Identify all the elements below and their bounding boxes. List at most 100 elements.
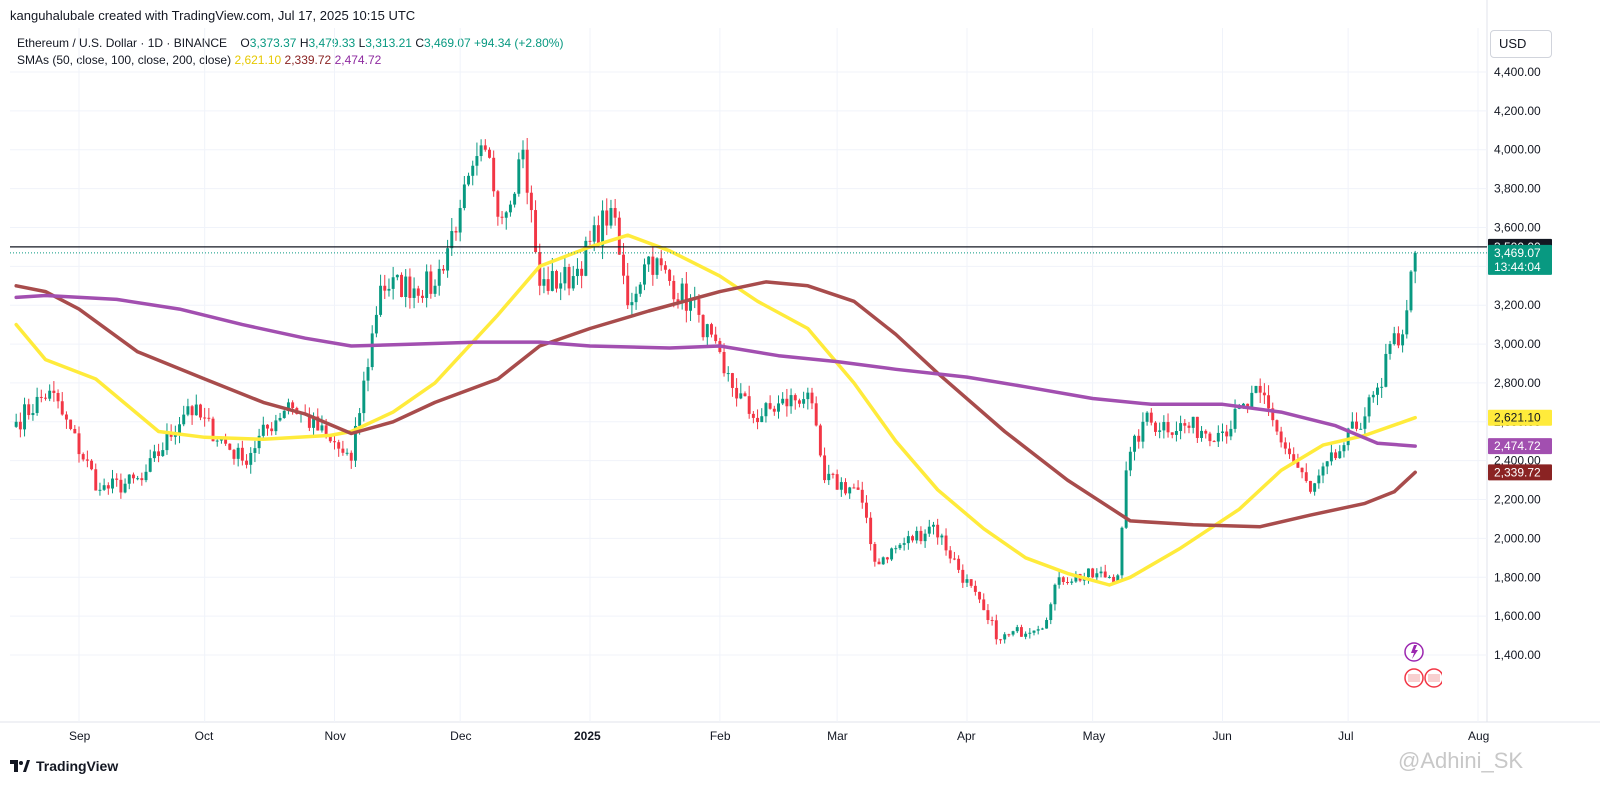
candle-body[interactable] <box>676 299 680 302</box>
candle-body[interactable] <box>990 620 994 622</box>
candle-body[interactable] <box>81 454 85 460</box>
candle-body[interactable] <box>885 557 889 560</box>
candle-body[interactable] <box>1170 432 1174 435</box>
candle-body[interactable] <box>1225 431 1229 437</box>
candle-body[interactable] <box>827 473 831 481</box>
candle-body[interactable] <box>111 478 114 489</box>
candle-body[interactable] <box>655 258 659 275</box>
candle-body[interactable] <box>379 285 383 315</box>
candle-body[interactable] <box>1216 432 1220 442</box>
candle-body[interactable] <box>978 591 982 600</box>
candle-body[interactable] <box>684 283 688 311</box>
sma-line-sma200[interactable] <box>14 293 1417 448</box>
candle-body[interactable] <box>211 418 215 442</box>
candle-body[interactable] <box>1045 620 1049 629</box>
candle-body[interactable] <box>224 438 228 444</box>
candle-body[interactable] <box>1275 420 1279 432</box>
candle-body[interactable] <box>630 302 634 306</box>
candle-body[interactable] <box>1066 581 1069 583</box>
candle-body[interactable] <box>613 208 617 218</box>
candle-body[interactable] <box>785 398 789 407</box>
candle-body[interactable] <box>1187 425 1191 428</box>
candle-body[interactable] <box>739 393 743 399</box>
candle-body[interactable] <box>513 193 517 205</box>
candle-body[interactable] <box>781 398 785 404</box>
candle-body[interactable] <box>1292 454 1296 462</box>
candle-body[interactable] <box>940 535 944 538</box>
candle-body[interactable] <box>1049 604 1053 621</box>
candle-body[interactable] <box>919 530 923 542</box>
candle-body[interactable] <box>672 280 676 300</box>
candle-body[interactable] <box>1342 445 1346 452</box>
candle-body[interactable] <box>14 421 18 427</box>
candle-body[interactable] <box>504 212 508 218</box>
candle-body[interactable] <box>27 404 31 416</box>
candle-body[interactable] <box>705 324 709 338</box>
candle-body[interactable] <box>144 471 148 481</box>
candle-body[interactable] <box>1074 573 1078 582</box>
candle-body[interactable] <box>999 639 1002 641</box>
candle-body[interactable] <box>575 268 579 277</box>
candle-body[interactable] <box>760 416 764 423</box>
candle-body[interactable] <box>1099 571 1103 574</box>
candle-body[interactable] <box>182 414 186 425</box>
candle-body[interactable] <box>869 517 873 545</box>
candle-body[interactable] <box>810 392 814 404</box>
candle-body[interactable] <box>1396 333 1400 346</box>
candle-body[interactable] <box>1250 392 1254 408</box>
candle-body[interactable] <box>793 395 797 401</box>
candle-body[interactable] <box>701 314 705 338</box>
candle-body[interactable] <box>60 401 64 415</box>
candle-body[interactable] <box>119 479 123 493</box>
candle-body[interactable] <box>358 413 362 426</box>
sma-label[interactable]: SMAs (50, close, 100, close, 200, close) <box>17 53 232 67</box>
candle-body[interactable] <box>1355 421 1358 429</box>
candle-body[interactable] <box>668 269 672 281</box>
candle-body[interactable] <box>1154 422 1157 432</box>
candle-body[interactable] <box>969 579 973 586</box>
candle-body[interactable] <box>651 256 655 275</box>
candle-body[interactable] <box>479 145 483 157</box>
candle-body[interactable] <box>710 324 713 335</box>
candle-body[interactable] <box>1304 472 1308 481</box>
candle-body[interactable] <box>488 149 491 158</box>
candle-body[interactable] <box>1095 573 1099 578</box>
candle-body[interactable] <box>362 380 366 414</box>
candle-body[interactable] <box>1262 392 1266 396</box>
candle-body[interactable] <box>743 393 747 397</box>
candle-body[interactable] <box>115 478 119 480</box>
candle-body[interactable] <box>1195 416 1199 438</box>
candle-body[interactable] <box>1401 334 1405 346</box>
candle-body[interactable] <box>1300 467 1304 473</box>
candle-body[interactable] <box>173 434 177 437</box>
candle-body[interactable] <box>596 225 600 246</box>
candle-body[interactable] <box>1296 461 1300 468</box>
candle-body[interactable] <box>433 285 437 294</box>
candle-body[interactable] <box>1413 252 1417 272</box>
candle-body[interactable] <box>936 524 940 538</box>
candle-body[interactable] <box>228 443 232 450</box>
candle-body[interactable] <box>1141 421 1145 442</box>
candle-body[interactable] <box>1283 442 1287 449</box>
candle-body[interactable] <box>366 367 370 381</box>
candle-body[interactable] <box>529 192 533 211</box>
candle-body[interactable] <box>286 402 290 411</box>
candle-body[interactable] <box>23 404 27 430</box>
candle-body[interactable] <box>1258 385 1262 393</box>
candle-body[interactable] <box>814 403 818 426</box>
candle-body[interactable] <box>18 421 22 430</box>
candle-body[interactable] <box>1267 395 1271 409</box>
candle-body[interactable] <box>383 285 387 291</box>
candle-body[interactable] <box>927 526 931 534</box>
candle-body[interactable] <box>1028 632 1032 634</box>
candle-body[interactable] <box>483 145 487 150</box>
candle-body[interactable] <box>689 299 693 311</box>
candle-body[interactable] <box>1338 451 1342 459</box>
candle-body[interactable] <box>215 440 219 442</box>
candle-body[interactable] <box>1040 628 1044 630</box>
sma-line-sma50[interactable] <box>14 233 1417 587</box>
candle-body[interactable] <box>764 403 768 417</box>
candle-body[interactable] <box>1221 431 1224 433</box>
candle-body[interactable] <box>274 420 278 432</box>
candle-body[interactable] <box>735 387 739 399</box>
